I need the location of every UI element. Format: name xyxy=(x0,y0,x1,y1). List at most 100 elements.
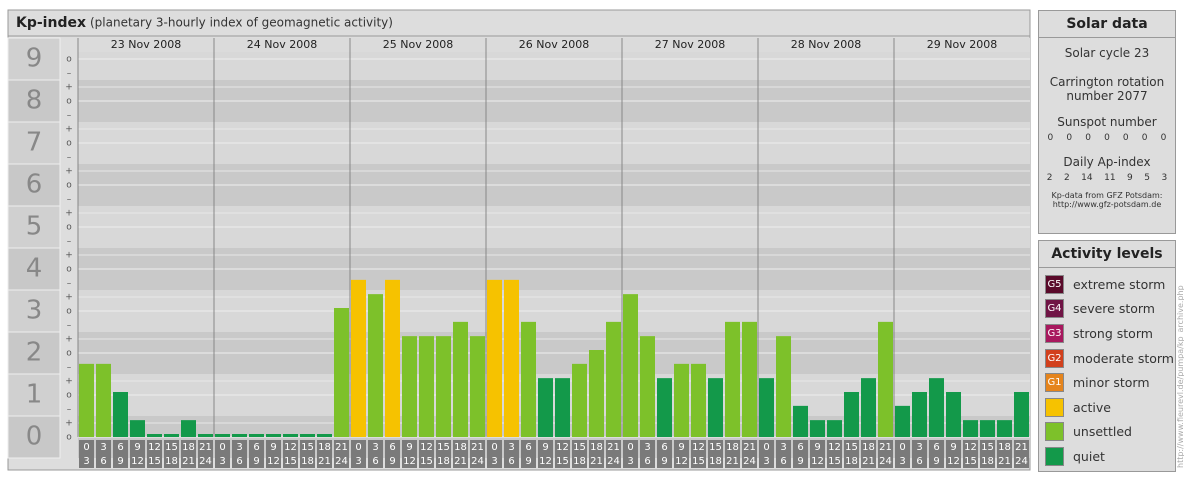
side-url: http://www.fieurevl.de/pumpa/kp_archive.… xyxy=(1176,285,1184,468)
solar-title: Solar data xyxy=(1039,11,1175,38)
sunspot-value: 0 xyxy=(1160,133,1167,143)
hour-label: 15 xyxy=(573,442,586,453)
hour-cell xyxy=(419,440,434,468)
bar xyxy=(130,420,145,437)
hour-cell xyxy=(283,440,298,468)
bar xyxy=(215,434,230,437)
band xyxy=(7,331,61,375)
bar xyxy=(997,420,1012,437)
hour-label: 9 xyxy=(117,456,123,467)
hour-label: 21 xyxy=(607,442,620,453)
hour-cell xyxy=(215,440,230,468)
hour-cell xyxy=(79,440,94,468)
hour-label: 9 xyxy=(270,442,276,453)
hour-label: 9 xyxy=(542,442,548,453)
hour-cell xyxy=(589,440,604,468)
minor-label: o xyxy=(66,307,72,317)
hour-label: 9 xyxy=(253,456,259,467)
level-label: minor storm xyxy=(1073,375,1150,391)
hour-cell xyxy=(878,440,893,468)
hour-cell xyxy=(181,440,196,468)
y-tick-label: 6 xyxy=(26,170,43,200)
level-swatch xyxy=(1045,446,1064,466)
minor-label: + xyxy=(65,125,73,135)
hour-label: 18 xyxy=(709,456,722,467)
hour-label: 12 xyxy=(284,442,297,453)
level-swatch xyxy=(1045,422,1064,442)
day-label: 23 Nov 2008 xyxy=(111,38,181,51)
hour-label: 21 xyxy=(879,442,892,453)
hour-cell xyxy=(708,440,723,468)
hour-cell xyxy=(232,440,247,468)
bar xyxy=(249,434,264,437)
hour-label: 21 xyxy=(743,442,756,453)
hour-label: 9 xyxy=(525,456,531,467)
hour-label: 15 xyxy=(828,456,841,467)
day-label: 28 Nov 2008 xyxy=(791,38,861,51)
hour-label: 18 xyxy=(301,456,314,467)
hour-label: 12 xyxy=(148,442,161,453)
hour-label: 18 xyxy=(590,442,603,453)
hour-label: 18 xyxy=(573,456,586,467)
source: Kp-data from GFZ Potsdam: xyxy=(1051,191,1163,200)
hour-label: 15 xyxy=(981,442,994,453)
sunspot-value: 0 xyxy=(1141,133,1148,143)
bar xyxy=(1014,392,1029,437)
band xyxy=(7,37,61,81)
hour-cell xyxy=(742,440,757,468)
bar xyxy=(198,434,213,437)
bar xyxy=(300,434,315,437)
hour-cell xyxy=(759,440,774,468)
hour-label: 15 xyxy=(301,442,314,453)
minor-label: + xyxy=(65,83,73,93)
bar xyxy=(708,378,723,437)
ap-value: 3 xyxy=(1161,173,1168,183)
hour-label: 0 xyxy=(627,442,633,453)
minor-label: o xyxy=(66,265,72,275)
bar xyxy=(453,321,468,437)
band xyxy=(7,289,61,333)
hour-label: 12 xyxy=(539,456,552,467)
hour-cell xyxy=(130,440,145,468)
hour-cell xyxy=(198,440,213,468)
hour-label: 0 xyxy=(899,442,905,453)
minor-label: + xyxy=(65,377,73,387)
bar xyxy=(164,434,179,437)
minor-label: + xyxy=(65,167,73,177)
bar xyxy=(402,336,417,437)
hour-label: 21 xyxy=(318,456,331,467)
hour-cell xyxy=(674,440,689,468)
y-tick-label: 8 xyxy=(26,86,43,116)
bar xyxy=(436,336,451,437)
hour-label: 21 xyxy=(182,456,195,467)
hour-label: 6 xyxy=(916,456,922,467)
hour-label: 12 xyxy=(811,456,824,467)
hour-cell xyxy=(640,440,655,468)
hour-label: 3 xyxy=(899,456,905,467)
hour-label: 12 xyxy=(964,442,977,453)
sunspot-row: 0 0 0 0 0 0 0 xyxy=(1039,133,1175,143)
hour-label: 3 xyxy=(508,442,514,453)
level-item: G2 moderate storm xyxy=(1039,346,1175,371)
bar xyxy=(538,378,553,437)
hour-label: 9 xyxy=(389,456,395,467)
hour-label: 6 xyxy=(661,442,667,453)
hour-label: 3 xyxy=(219,456,225,467)
hour-label: 3 xyxy=(100,442,106,453)
hour-label: 24 xyxy=(1015,456,1028,467)
bar xyxy=(232,434,247,437)
levels-title: Activity levels xyxy=(1039,241,1175,268)
minor-label: – xyxy=(67,69,72,79)
bar xyxy=(776,336,791,437)
hour-label: 3 xyxy=(763,456,769,467)
bar xyxy=(351,279,366,437)
hour-cell xyxy=(725,440,740,468)
bar xyxy=(895,405,910,437)
hour-label: 18 xyxy=(726,442,739,453)
y-tick-label: 4 xyxy=(26,254,43,284)
level-label: unsettled xyxy=(1073,424,1132,440)
hour-cell xyxy=(317,440,332,468)
level-swatch: G5 xyxy=(1045,274,1064,294)
hour-label: 0 xyxy=(219,442,225,453)
bar xyxy=(691,363,706,437)
